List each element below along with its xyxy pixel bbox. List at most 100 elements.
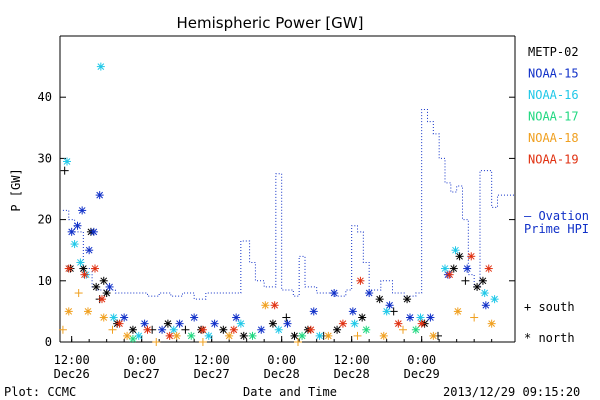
point-noaa-16-north — [480, 289, 489, 298]
point-noaa-15-north — [95, 191, 104, 200]
point-noaa-16-north — [70, 240, 79, 249]
x-tick-date-label: Dec29 — [404, 367, 440, 381]
point-noaa-15-north — [283, 319, 292, 328]
point-metp-02-north — [128, 325, 137, 334]
point-noaa-16-north — [350, 319, 359, 328]
point-noaa-15-north — [426, 313, 435, 322]
x-tick-date-label: Dec27 — [194, 367, 230, 381]
point-noaa-16-north — [109, 313, 118, 322]
point-noaa-16-north — [451, 246, 460, 255]
point-noaa-19-north — [143, 325, 152, 334]
point-noaa-19-north — [306, 325, 315, 334]
point-metp-02-north — [375, 295, 384, 304]
legend-item-noaa-15: NOAA-15 — [528, 67, 579, 81]
point-noaa-16-north — [96, 62, 105, 71]
point-noaa-18-north — [123, 331, 132, 340]
point-metp-02-north — [290, 331, 299, 340]
point-noaa-17-north — [187, 331, 196, 340]
point-noaa-19-north — [165, 331, 174, 340]
legend-symbol-south: + south — [524, 300, 575, 314]
point-noaa-16-north — [204, 331, 213, 340]
point-noaa-15-north — [330, 289, 339, 298]
point-noaa-16-north — [382, 307, 391, 316]
y-tick-label: 0 — [45, 335, 52, 349]
x-tick-time-label: 0:00 — [127, 353, 156, 367]
y-ticks: 0 10 20 30 40 — [38, 90, 515, 349]
x-tick-time-label: 12:00 — [54, 353, 90, 367]
point-noaa-16-north — [441, 264, 449, 273]
x-tick-time-label: 12:00 — [194, 353, 230, 367]
point-noaa-18-north — [429, 331, 438, 340]
point-noaa-15-north — [78, 206, 87, 215]
point-noaa-18-north — [261, 301, 270, 310]
point-metp-02-north — [473, 282, 482, 291]
point-noaa-17-north — [248, 331, 257, 340]
point-metp-02-south — [282, 313, 291, 322]
point-noaa-15-north — [348, 307, 357, 316]
ovation-prime-hpi-line — [62, 108, 515, 300]
y-tick-label: 30 — [38, 151, 52, 165]
point-noaa-15-north — [89, 227, 98, 236]
legend-item-noaa-16: NOAA-16 — [528, 88, 579, 102]
point-noaa-19-north — [338, 319, 347, 328]
x-axis-label: Date and Time — [243, 385, 337, 399]
x-tick-date-label: Dec28 — [334, 367, 370, 381]
point-noaa-19-north — [394, 319, 403, 328]
point-metp-02-north — [449, 264, 458, 273]
point-metp-02-north — [268, 319, 277, 328]
legend-item-noaa-17: NOAA-17 — [528, 110, 579, 124]
point-noaa-18-north — [487, 319, 496, 328]
point-noaa-18-south — [294, 338, 302, 346]
point-noaa-16-north — [63, 157, 71, 166]
point-metp-02-north — [333, 325, 342, 334]
point-noaa-16-north — [236, 319, 245, 328]
point-noaa-15-north — [406, 313, 414, 322]
point-noaa-15-north — [481, 301, 490, 310]
point-metp-02-north — [102, 289, 111, 298]
point-noaa-19-north — [356, 276, 365, 285]
data-points — [58, 62, 499, 346]
point-metp-02-north — [163, 319, 172, 328]
point-metp-02-south — [389, 307, 398, 316]
point-metp-02-north — [358, 313, 367, 322]
legend-symbol-north: * north — [524, 331, 575, 345]
point-metp-02-north — [478, 276, 487, 285]
point-noaa-19-north — [80, 270, 89, 279]
point-noaa-18-south — [74, 289, 83, 298]
point-noaa-16-north — [490, 295, 499, 304]
legend-item-noaa-19: NOAA-19 — [528, 153, 579, 167]
point-noaa-19-north — [417, 319, 426, 328]
point-metp-02-south — [60, 166, 69, 175]
point-noaa-15-north — [67, 227, 76, 236]
x-tick-time-label: 0:00 — [267, 353, 296, 367]
point-noaa-15-north — [190, 313, 199, 322]
legend-ovation-label: — Ovation — [524, 209, 589, 223]
point-noaa-16-north — [76, 258, 85, 267]
point-noaa-19-north — [445, 270, 454, 279]
plot-timestamp: 2013/12/29 09:15:20 — [443, 385, 580, 399]
y-tick-label: 40 — [38, 90, 52, 104]
point-noaa-18-south — [470, 313, 479, 322]
point-noaa-18-south — [152, 338, 161, 346]
point-noaa-18-north — [379, 331, 388, 340]
point-noaa-19-north — [270, 301, 279, 310]
point-noaa-15-north — [365, 289, 374, 298]
x-tick-date-label: Dec28 — [264, 367, 300, 381]
point-noaa-18-north — [64, 307, 73, 316]
point-noaa-18-north — [453, 307, 462, 316]
point-noaa-16-north — [134, 331, 143, 340]
point-noaa-15-north — [463, 264, 472, 273]
chart-title: Hemispheric Power [GW] — [177, 14, 364, 32]
point-noaa-18-south — [108, 325, 117, 334]
y-tick-label: 10 — [38, 274, 52, 288]
point-noaa-18-south — [399, 325, 407, 334]
point-noaa-19-north — [198, 325, 207, 334]
point-noaa-18-north — [99, 313, 108, 322]
point-noaa-17-north — [362, 325, 371, 334]
point-noaa-15-north — [210, 319, 219, 328]
point-noaa-18-north — [172, 331, 181, 340]
point-metp-02-south — [181, 325, 190, 334]
x-tick-date-label: Dec26 — [54, 367, 90, 381]
point-noaa-18-south — [58, 325, 67, 334]
